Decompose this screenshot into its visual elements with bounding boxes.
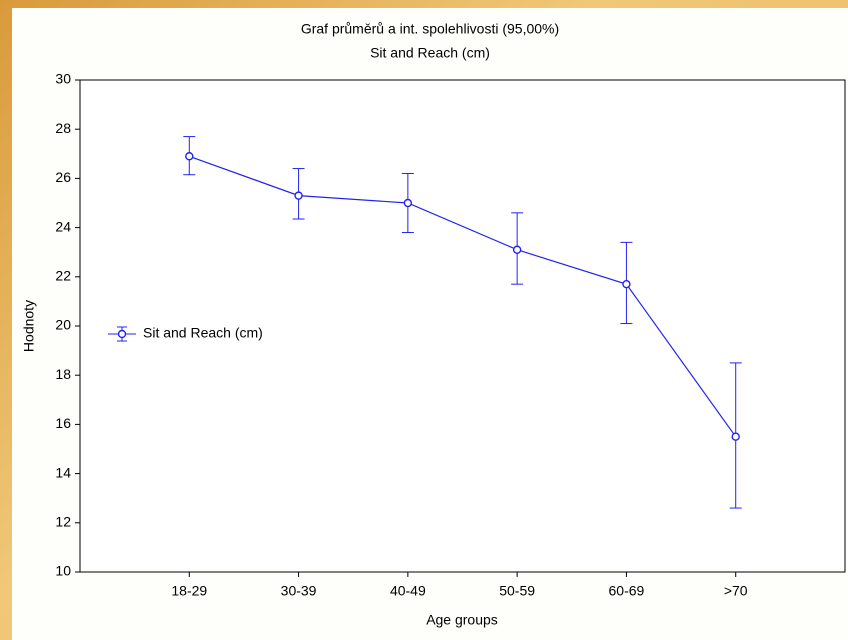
legend-point [117,329,127,339]
y-tick-label: 12 [55,514,71,530]
series-line [189,155,737,438]
x-tick-label: 50-59 [499,583,535,599]
y-tick-label: 16 [55,415,71,431]
y-tick-label: 10 [55,563,71,579]
point [294,191,303,200]
y-axis-label: Hodnoty [21,300,37,352]
x-tick-label: >70 [724,583,748,599]
y-tick-label: 20 [55,317,71,333]
y-tick-label: 22 [55,268,71,284]
chart-title: Graf průměrů a int. spolehlivosti (95,00… [301,21,559,37]
point [512,245,522,254]
x-tick-label: 30-39 [281,583,317,599]
x-axis-label: Age groups [426,612,498,628]
plot-area [79,79,846,573]
y-tick-label: 30 [55,71,71,87]
point [403,198,413,208]
y-tick-label: 24 [55,218,71,234]
y-tick-label: 18 [55,366,71,382]
legend-label: Sit and Reach (cm) [143,325,263,341]
x-tick-label: 40-49 [390,583,426,599]
point [185,152,194,161]
y-tick-label: 26 [55,169,71,185]
y-tick-label: 28 [55,120,71,136]
point [731,432,740,441]
y-tick-label: 14 [55,464,71,480]
x-tick-label: 60-69 [609,583,645,599]
point [622,279,631,289]
chart-subtitle: Sit and Reach (cm) [370,45,490,61]
x-tick-label: 18-29 [171,583,207,599]
